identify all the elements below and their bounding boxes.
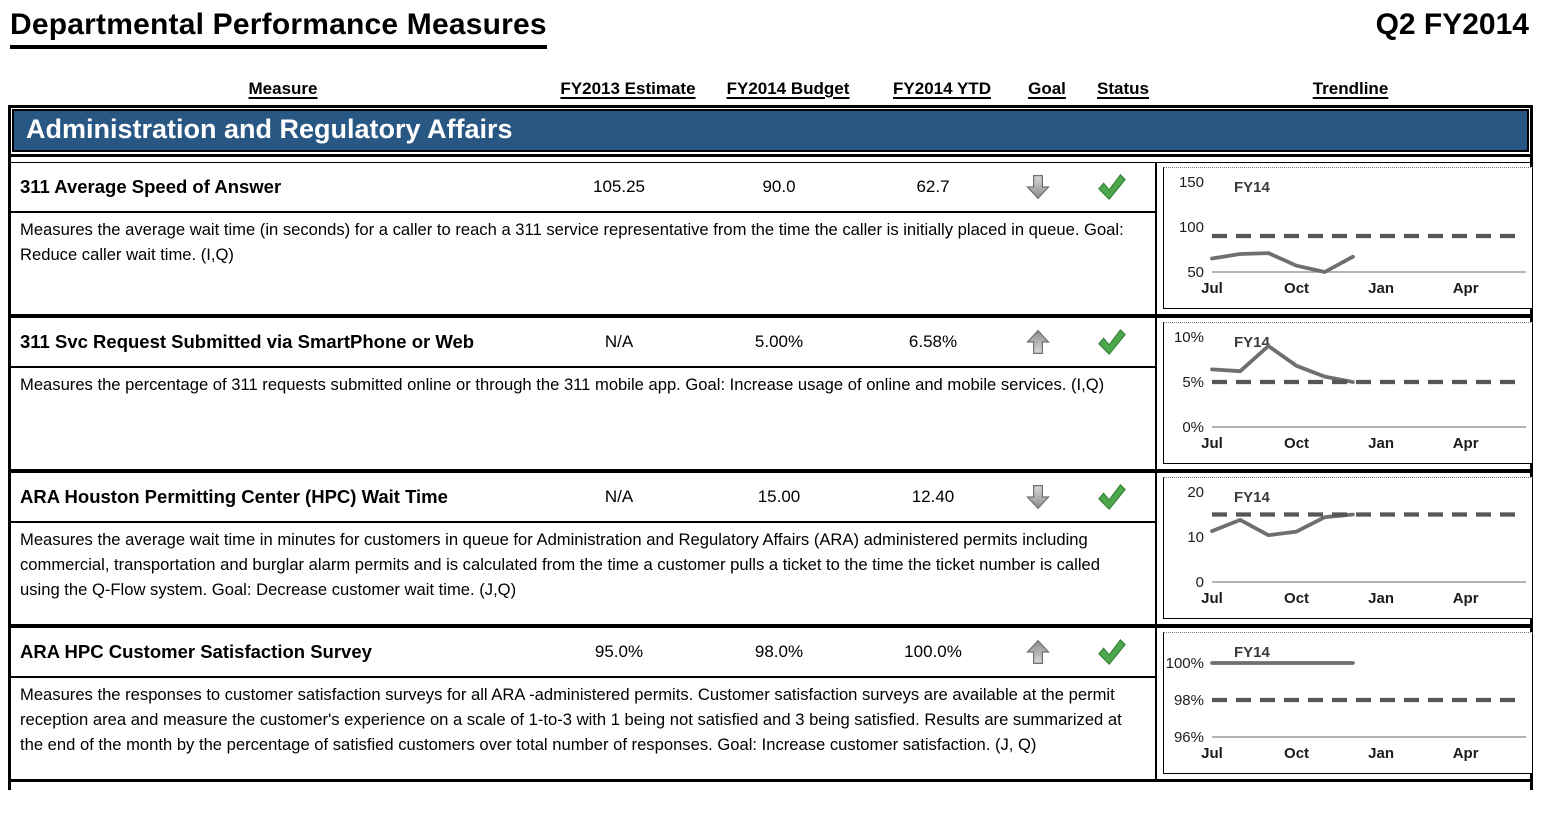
measure-row: 311 Average Speed of Answer 105.25 90.0 … — [11, 162, 1533, 317]
svg-text:0%: 0% — [1182, 419, 1204, 436]
svg-text:Jul: Jul — [1201, 590, 1223, 607]
measure-name: ARA Houston Permitting Center (HPC) Wait… — [20, 485, 448, 507]
svg-text:Jan: Jan — [1368, 435, 1394, 452]
page-title: Departmental Performance Measures — [10, 8, 547, 49]
fy2013-estimate-value: N/A — [604, 487, 634, 506]
empty-row — [11, 782, 1530, 790]
trendline-chart: FY14 10% 5% 0% Jul Oct Jan Apr — [1163, 322, 1533, 464]
status-check-icon — [1069, 172, 1155, 202]
measure-name: 311 Svc Request Submitted via SmartPhone… — [20, 330, 475, 352]
trendline-chart: FY14 20 10 0 Jul Oct Jan Apr — [1163, 477, 1533, 619]
svg-text:Apr: Apr — [1453, 280, 1479, 297]
status-check-icon — [1069, 327, 1155, 357]
measure-row: 311 Svc Request Submitted via SmartPhone… — [11, 317, 1533, 472]
svg-text:50: 50 — [1187, 264, 1204, 281]
column-header-trendline: Trendline — [1312, 79, 1389, 98]
fy2014-ytd-value: 62.7 — [916, 177, 950, 196]
fy2014-ytd-value: 100.0% — [904, 642, 962, 661]
measure-name: ARA HPC Customer Satisfaction Survey — [20, 640, 372, 662]
trendline-chart: FY14 100% 98% 96% Jul Oct Jan Apr — [1163, 632, 1533, 774]
svg-text:Jan: Jan — [1368, 590, 1394, 607]
goal-arrow-icon — [1007, 482, 1069, 512]
measure-row: ARA HPC Customer Satisfaction Survey 95.… — [11, 627, 1533, 782]
svg-text:Oct: Oct — [1284, 435, 1309, 452]
svg-text:Oct: Oct — [1284, 745, 1309, 762]
report-period: Q2 FY2014 — [1375, 8, 1529, 41]
goal-arrow-icon — [1007, 327, 1069, 357]
fy2014-budget-value: 90.0 — [762, 177, 796, 196]
column-header-status: Status — [1097, 79, 1149, 98]
svg-text:Jul: Jul — [1201, 745, 1223, 762]
svg-text:Apr: Apr — [1453, 590, 1479, 607]
svg-text:FY14: FY14 — [1234, 179, 1271, 196]
measure-description: Measures the responses to customer satis… — [20, 685, 1122, 754]
column-header-fy2014-ytd: FY2014 YTD — [893, 79, 991, 98]
goal-arrow-icon — [1007, 637, 1069, 667]
svg-text:5%: 5% — [1182, 374, 1204, 391]
svg-text:Jul: Jul — [1201, 280, 1223, 297]
svg-text:10: 10 — [1187, 529, 1204, 546]
svg-text:FY14: FY14 — [1234, 644, 1271, 661]
goal-arrow-icon — [1007, 172, 1069, 202]
svg-text:Oct: Oct — [1284, 280, 1309, 297]
svg-text:Jul: Jul — [1201, 435, 1223, 452]
section-divider — [11, 154, 1530, 157]
trendline-chart: FY14 150 100 50 Jul Oct Jan Apr — [1163, 167, 1533, 309]
svg-text:150: 150 — [1179, 174, 1204, 191]
measure-name: 311 Average Speed of Answer — [20, 175, 282, 197]
performance-table: Administration and Regulatory Affairs 31… — [8, 105, 1533, 790]
page-header: Departmental Performance Measures Q2 FY2… — [8, 6, 1533, 49]
fy2014-budget-value: 15.00 — [757, 487, 801, 506]
svg-text:0: 0 — [1196, 574, 1204, 591]
fy2014-ytd-value: 12.40 — [911, 487, 955, 506]
measure-description: Measures the percentage of 311 requests … — [20, 375, 1105, 394]
column-header-measure: Measure — [248, 79, 318, 98]
svg-text:96%: 96% — [1174, 729, 1204, 746]
fy2014-ytd-value: 6.58% — [908, 332, 958, 351]
section-header: Administration and Regulatory Affairs — [12, 109, 1529, 152]
svg-text:98%: 98% — [1174, 692, 1204, 709]
fy2013-estimate-value: 105.25 — [593, 177, 645, 196]
svg-text:20: 20 — [1187, 484, 1204, 501]
column-header-fy2014-budget: FY2014 Budget — [726, 79, 850, 98]
fy2014-budget-value: 98.0% — [754, 642, 804, 661]
measure-description: Measures the average wait time (in secon… — [20, 220, 1124, 264]
svg-text:Jan: Jan — [1368, 280, 1394, 297]
svg-text:Oct: Oct — [1284, 590, 1309, 607]
measure-description: Measures the average wait time in minute… — [20, 530, 1100, 599]
fy2014-budget-value: 5.00% — [754, 332, 804, 351]
svg-text:FY14: FY14 — [1234, 334, 1271, 351]
svg-text:Jan: Jan — [1368, 745, 1394, 762]
svg-text:Apr: Apr — [1453, 745, 1479, 762]
column-headers: Measure FY2013 Estimate FY2014 Budget FY… — [8, 79, 1533, 99]
fy2013-estimate-value: 95.0% — [594, 642, 644, 661]
status-check-icon — [1069, 482, 1155, 512]
svg-text:Apr: Apr — [1453, 435, 1479, 452]
column-header-goal: Goal — [1028, 79, 1066, 98]
svg-text:10%: 10% — [1174, 329, 1204, 346]
svg-text:100: 100 — [1179, 219, 1204, 236]
fy2013-estimate-value: N/A — [604, 332, 634, 351]
measure-row: ARA Houston Permitting Center (HPC) Wait… — [11, 472, 1533, 627]
column-header-fy2013-estimate: FY2013 Estimate — [560, 79, 696, 98]
svg-text:100%: 100% — [1166, 655, 1204, 672]
status-check-icon — [1069, 637, 1155, 667]
svg-text:FY14: FY14 — [1234, 489, 1271, 506]
